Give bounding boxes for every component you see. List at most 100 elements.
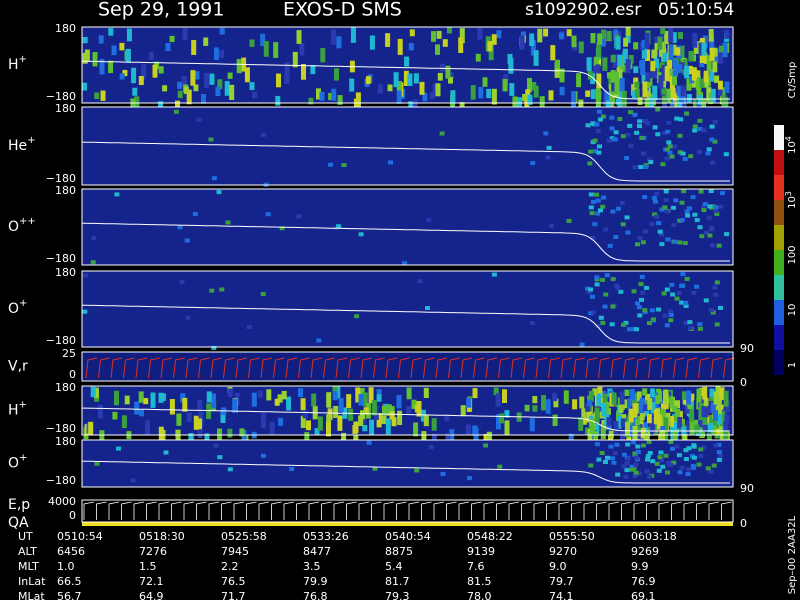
spec-cell [539,96,545,112]
ep-tick [196,501,207,520]
spec-cell [579,396,585,409]
spec-cell [625,59,631,74]
spec-cell [366,440,372,445]
spec-cell [670,416,676,431]
spec-cell [698,447,704,452]
spec-cell [672,406,678,413]
spec-cell [645,121,651,126]
spec-cell [656,468,662,473]
spec-cell [664,323,670,328]
spec-cell [687,325,693,330]
spec-cell [496,414,501,430]
spec-cell [328,162,333,167]
panel-label: O+ [8,453,27,472]
spec-cell [346,394,352,409]
spec-cell [618,289,624,294]
spec-cell [590,235,596,240]
spec-cell [350,27,356,43]
spec-cell [119,73,125,80]
ep-tick [271,501,282,520]
vel-tick [323,357,335,379]
spec-cell [692,128,698,133]
spec-cell [676,85,682,96]
spec-cell [706,55,712,71]
spec-cell [141,64,147,80]
spec-cell [636,305,642,310]
spec-cell [459,28,465,44]
spec-cell [646,85,652,99]
vel-tick [448,357,460,379]
spec-cell [571,35,577,48]
spec-cell [165,43,171,52]
spec-cell [594,442,600,447]
spec-cell [621,322,626,327]
spec-cell [320,48,326,63]
spec-cell [579,342,585,347]
spec-cell [664,66,670,82]
spec-cell [600,424,606,440]
vel-tick [423,357,435,379]
spec-cell [723,421,729,431]
vel-tick [198,357,210,379]
spec-cell [601,403,607,417]
spec-cell [472,425,478,436]
spec-cell [677,150,683,155]
spec-cell [689,76,695,84]
spec-cell [125,48,131,63]
spec-cell [486,432,492,443]
spec-cell [657,36,663,50]
spec-cell [145,420,150,436]
spec-cell [625,27,631,36]
spec-cell [219,287,225,292]
spec-cell [667,55,673,69]
spec-cell [257,390,263,398]
colorbar-cell [774,250,784,275]
spec-cell [645,426,651,437]
spec-cell [685,467,691,472]
spec-cell [663,189,669,194]
spec-cell [718,45,724,53]
spec-cell [626,456,632,461]
vel-tick [173,357,185,379]
spec-cell [694,424,700,434]
colorbar-tick: 1 [787,362,798,368]
spec-cell [644,285,649,290]
spec-cell [657,455,663,460]
spec-cell [341,163,347,167]
spec-cell [467,476,472,481]
spec-cell [368,387,374,404]
spec-cell [98,35,104,44]
spec-cell [709,394,715,402]
spec-cell [650,388,656,398]
vel-tick [673,357,685,379]
spec-cell [209,73,215,85]
spec-cell [635,418,640,426]
spec-cell [633,66,639,74]
spec-cell [621,452,627,457]
spec-cell [404,56,410,67]
spec-cell [595,198,601,203]
spec-cell [185,315,191,320]
spec-cell [610,209,616,214]
spec-cell [586,57,592,72]
spec-cell [713,443,719,448]
spec-cell [208,137,214,142]
spec-cell [659,207,665,212]
spec-cell [671,32,677,43]
spec-cell [162,85,168,92]
vel-tick [635,357,648,379]
spec-cell [275,95,281,106]
spec-cell [699,55,705,64]
spec-cell [683,321,689,326]
spec-cell [578,417,584,431]
spec-cell [632,165,638,170]
spec-cell [182,397,188,412]
spec-cell [682,156,688,161]
spec-cell [646,321,652,326]
spec-cell [114,192,120,197]
spec-cell [643,229,649,234]
spec-cell [304,432,310,440]
vel-tick [210,357,223,379]
spec-cell [645,49,650,61]
spec-cell [711,425,717,436]
